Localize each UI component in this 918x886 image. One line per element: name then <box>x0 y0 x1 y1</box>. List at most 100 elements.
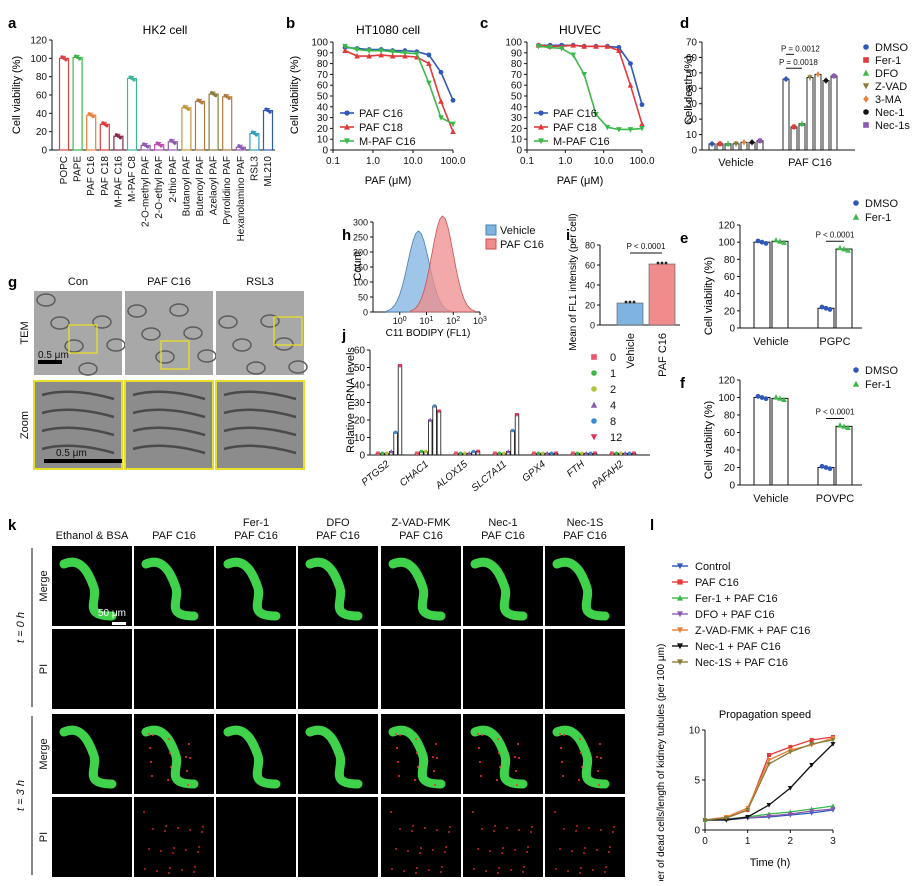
panel-b-xtick-label: 1.0 <box>366 156 380 167</box>
data-point <box>627 451 632 456</box>
data-point <box>616 127 622 133</box>
organelle <box>288 360 308 374</box>
data-point <box>614 451 619 456</box>
panel-f-ytick-label: 40 <box>724 446 736 457</box>
organelle <box>183 326 203 340</box>
legend-swatch <box>485 224 497 236</box>
legend-label: PAF C16 <box>553 108 597 120</box>
panel-j-ytick-label: 10 <box>354 433 366 444</box>
data-point <box>624 300 628 304</box>
pi-spot <box>169 752 171 754</box>
data-point <box>389 49 396 55</box>
category-label: 2-O-ethyl PAF <box>154 156 165 219</box>
legend-label: PAF C18 <box>359 122 403 134</box>
gene-label: SLC7A11 <box>470 459 509 494</box>
zoom-box <box>160 340 190 370</box>
pi-spot <box>201 831 203 833</box>
panel-e-ytick-label: 120 <box>718 221 735 232</box>
pi-spot <box>596 849 598 851</box>
data-point <box>628 300 632 304</box>
membrane <box>132 444 206 455</box>
data-point <box>118 136 122 140</box>
pi-spot <box>499 766 501 768</box>
legend-label: Nec-1 <box>875 107 904 119</box>
pi-spot <box>416 752 418 754</box>
pi-spot <box>599 743 601 745</box>
data-point <box>506 449 511 454</box>
series-line <box>344 46 454 101</box>
panel-c-ytick-label: 60 <box>511 81 523 92</box>
data-point <box>575 451 580 456</box>
pi-spot <box>518 757 520 759</box>
data-point <box>827 466 833 472</box>
column-header: DFO <box>326 517 350 529</box>
column-header: PAF C16 <box>234 530 278 542</box>
pi-spot <box>506 827 508 829</box>
panel-e-ytick-label: 40 <box>724 289 736 300</box>
tubule <box>470 557 528 621</box>
data-point <box>702 818 708 823</box>
pi-spot <box>173 847 175 849</box>
data-point <box>397 363 403 369</box>
organelle <box>260 314 280 328</box>
pi-spot <box>554 811 556 813</box>
bar <box>436 410 442 456</box>
p-value: P < 0.0001 <box>627 242 666 251</box>
data-point <box>581 72 587 78</box>
data-point <box>787 812 793 817</box>
data-point <box>709 141 715 147</box>
legend-label: DFO <box>875 68 899 80</box>
pi-spot <box>555 868 557 870</box>
pi-spot <box>398 775 400 777</box>
panel-i-ytick-label: 80 <box>585 241 595 251</box>
data-point <box>378 51 384 58</box>
bar <box>262 109 274 151</box>
pi-spot <box>449 826 451 828</box>
legend-label: PAF C16 <box>359 108 403 120</box>
bar <box>798 123 806 151</box>
bar <box>432 405 437 456</box>
panel-l-ytick-label: 10 <box>689 726 701 737</box>
time-label: t = 3 h <box>15 780 27 811</box>
data-point <box>502 451 506 456</box>
panel-h-ytick-label: 200 <box>353 248 368 258</box>
bar <box>510 430 515 456</box>
gene-label: PTGS2 <box>360 459 393 489</box>
pi-spot <box>612 831 614 833</box>
data-point <box>616 47 622 54</box>
panel-h-xtick-label: 103 <box>473 316 487 326</box>
pi-spot <box>489 850 491 852</box>
column-header: PAF C16 <box>481 530 525 542</box>
data-point <box>426 52 432 58</box>
pi-spot <box>592 869 594 871</box>
pi-spot <box>560 747 562 749</box>
pi-spot <box>531 826 533 828</box>
bar <box>58 57 70 151</box>
panel-c-letter: c <box>480 15 488 32</box>
data-point <box>354 53 360 59</box>
pi-spot <box>189 757 191 759</box>
pi-spot <box>597 770 599 772</box>
data-point <box>815 71 821 78</box>
data-point <box>91 115 95 119</box>
panel-c-xtick-label: 0.1 <box>520 156 534 167</box>
pi-spot <box>481 828 483 830</box>
panel-e-ytick-label: 20 <box>724 306 736 317</box>
data-point <box>227 96 231 100</box>
data-point <box>588 451 593 456</box>
data-point <box>787 786 793 791</box>
panel-g-images: Con PAF C16 RSL3 TEM Zoom 0.5 μm 0.5 μm <box>19 276 308 470</box>
data-point <box>755 393 761 399</box>
panel-h-xtick-label: 101 <box>420 316 434 326</box>
pi-spot <box>148 848 150 850</box>
legend-marker <box>863 44 869 50</box>
data-point <box>766 762 772 767</box>
category-label: RSL3 <box>249 156 260 181</box>
panel-d-ytick-label: 30 <box>686 99 698 110</box>
microscopy-image <box>134 797 214 877</box>
data-point <box>532 451 536 456</box>
column-header: PAF C16 <box>147 276 191 288</box>
data-point <box>766 803 772 808</box>
column-header: PAF C16 <box>399 530 443 542</box>
